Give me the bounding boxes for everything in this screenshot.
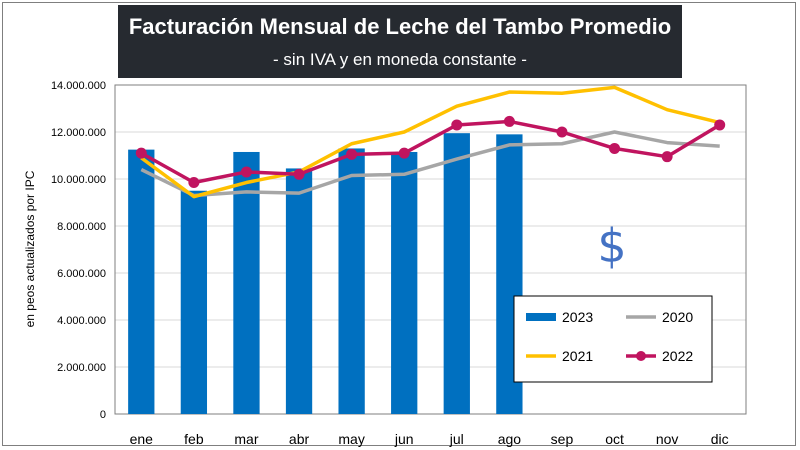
point-2022 bbox=[240, 166, 252, 178]
bar-2023 bbox=[443, 133, 470, 415]
x-tick-label: mar bbox=[234, 431, 258, 447]
bar-2023 bbox=[285, 168, 313, 414]
plot-area-border bbox=[114, 84, 747, 415]
x-tick-label: abr bbox=[289, 431, 310, 447]
line-2022 bbox=[140, 119, 721, 185]
y-tick-label: 0 bbox=[100, 409, 106, 421]
x-tick-label: jun bbox=[394, 431, 414, 447]
bars-series-2023 bbox=[128, 133, 523, 415]
y-axis-label: en peos actualizados por IPC bbox=[23, 170, 37, 327]
bar-2023 bbox=[391, 151, 418, 414]
chart-title: Facturación Mensual de Leche del Tambo P… bbox=[128, 14, 672, 39]
point-2022 bbox=[188, 177, 200, 189]
x-tick-label: dic bbox=[711, 431, 729, 447]
chart-frame bbox=[2, 2, 796, 446]
dollar-sign-annotation: $ bbox=[597, 219, 626, 273]
x-tick-label: oct bbox=[605, 431, 624, 447]
chart-subtitle: - sin IVA y en moneda constante - bbox=[273, 50, 527, 69]
x-tick-label: nov bbox=[656, 431, 679, 447]
line-2020 bbox=[140, 130, 720, 198]
title-box: Facturación Mensual de Leche del Tambo P… bbox=[118, 5, 682, 78]
x-tick-label: jul bbox=[449, 431, 464, 447]
bar-2023 bbox=[128, 149, 155, 414]
y-tick-label: 4.000.000 bbox=[57, 315, 106, 327]
y-tick-label: 8.000.000 bbox=[57, 221, 106, 233]
point-2022 bbox=[556, 126, 568, 138]
x-axis-ticks: ene feb mar abr may jun jul ago sep oct nov dic bbox=[130, 431, 729, 447]
bar-2023 bbox=[233, 151, 260, 414]
point-2022 bbox=[609, 142, 621, 154]
point-2022 bbox=[346, 148, 358, 160]
point-2022 bbox=[661, 151, 673, 163]
line-series bbox=[135, 85, 726, 199]
legend-marker-2022 bbox=[636, 351, 646, 361]
x-tick-label: sep bbox=[551, 431, 574, 447]
point-2022 bbox=[451, 119, 463, 131]
point-2022 bbox=[503, 115, 515, 127]
point-2022 bbox=[398, 147, 410, 159]
legend: 2023 2020 2021 2022 bbox=[513, 295, 713, 383]
y-tick-label: 10.000.000 bbox=[51, 174, 106, 186]
x-tick-label: ago bbox=[498, 431, 522, 447]
legend-label-2022: 2022 bbox=[662, 348, 693, 364]
point-2022 bbox=[135, 147, 147, 159]
legend-box bbox=[513, 295, 713, 383]
point-2022 bbox=[293, 168, 305, 180]
point-2022 bbox=[714, 119, 726, 131]
y-tick-label: 6.000.000 bbox=[57, 268, 106, 280]
x-tick-label: ene bbox=[130, 431, 154, 447]
bar-2023 bbox=[180, 190, 208, 414]
legend-label-2021: 2021 bbox=[562, 348, 593, 364]
legend-label-2020: 2020 bbox=[662, 309, 693, 325]
legend-label-2023: 2023 bbox=[562, 309, 593, 325]
x-tick-label: may bbox=[338, 431, 364, 447]
y-axis-ticks: 0 2.000.000 4.000.000 6.000.000 8.000.000 10.… bbox=[51, 80, 106, 421]
y-tick-label: 12.000.000 bbox=[51, 127, 106, 139]
line-2021 bbox=[140, 85, 721, 199]
y-tick-label: 2.000.000 bbox=[57, 362, 106, 374]
bar-2023 bbox=[338, 148, 365, 414]
legend-swatch-2023 bbox=[526, 313, 556, 321]
x-tick-label: feb bbox=[184, 431, 204, 447]
y-tick-label: 14.000.000 bbox=[51, 80, 106, 92]
